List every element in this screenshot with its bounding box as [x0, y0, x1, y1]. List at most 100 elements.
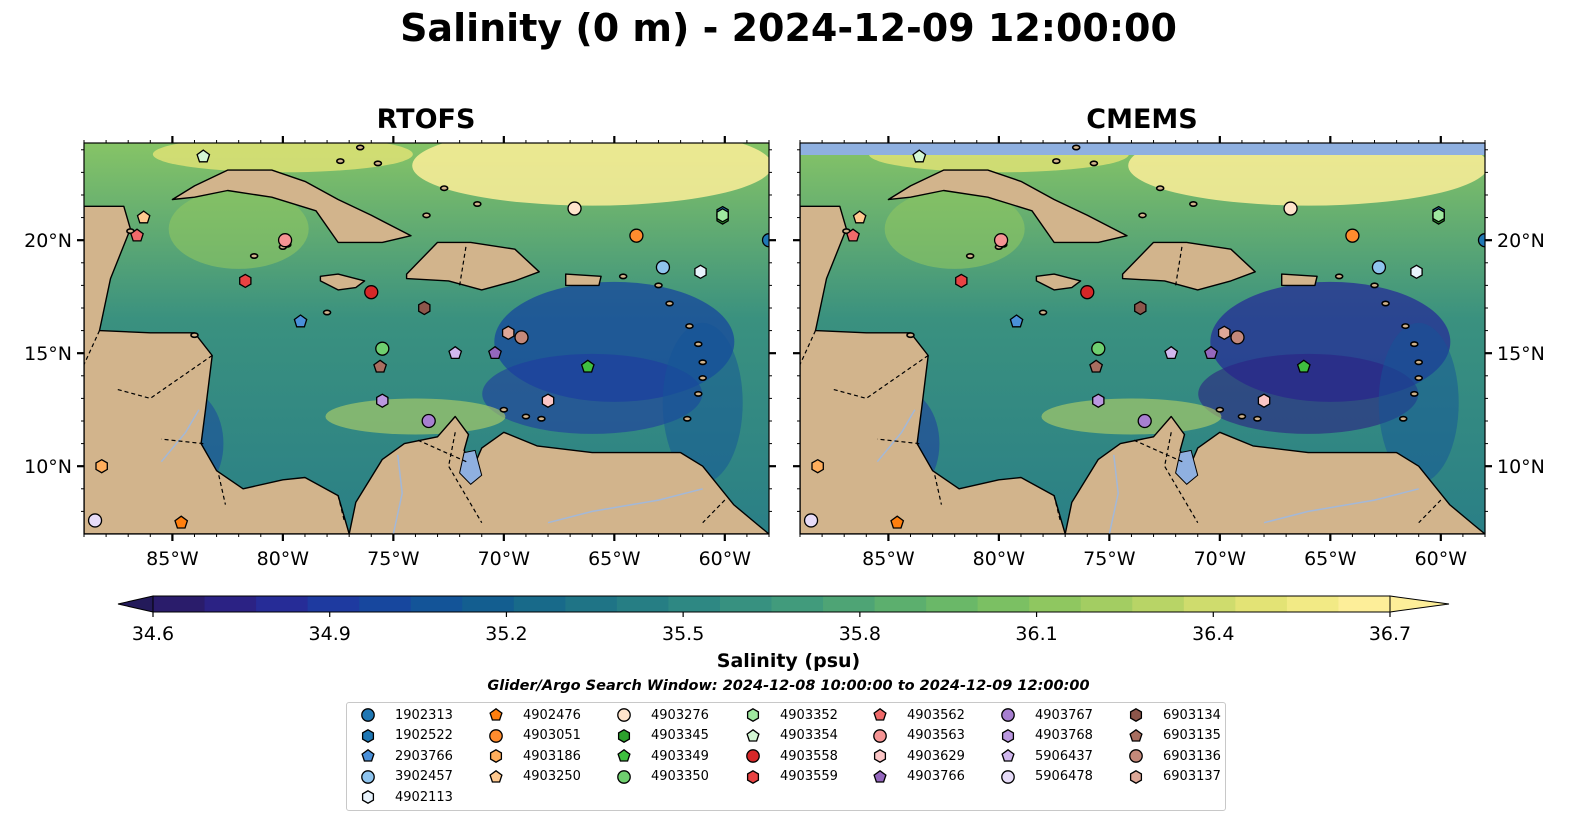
- observation-4903349: [1296, 359, 1311, 373]
- island: [698, 359, 708, 366]
- legend-marker-4903767: [1001, 708, 1015, 722]
- island: [537, 415, 546, 422]
- observation-3902457: [655, 260, 671, 275]
- country-border: [1053, 495, 1062, 523]
- lon-tick-label: 85°W: [862, 548, 915, 570]
- island: [1381, 300, 1390, 307]
- maps-area: 85°W 80°W 75°W 70°W 65°W 60°W 10°N 15°N 20°N 85°…: [24, 136, 1545, 570]
- island: [473, 201, 482, 208]
- land-cuba: [171, 169, 412, 244]
- legend-marker-1902313: [361, 708, 375, 722]
- legend-marker-5906437: [1001, 749, 1015, 762]
- legend-marker-4903250: [489, 769, 503, 783]
- legend-marker-4902113: [361, 790, 375, 805]
- pentagon-marker-icon: [873, 769, 887, 783]
- island: [1089, 160, 1099, 167]
- legend-label: 4903563: [907, 728, 965, 744]
- legend-item-4903629: 4903629: [871, 746, 965, 766]
- island: [693, 341, 703, 348]
- legend-item-4903250: 4903250: [487, 767, 581, 787]
- observation-4902113: [1410, 264, 1423, 280]
- observation-4903051: [1345, 228, 1360, 243]
- legend-label: 6903137: [1163, 769, 1221, 785]
- colorbar-tick-label: 35.8: [839, 623, 881, 645]
- island: [1409, 341, 1419, 348]
- legend-item-1902313: 1902313: [359, 705, 453, 725]
- legend-marker-3902457: [361, 769, 375, 784]
- country-border: [1131, 438, 1183, 463]
- observation-4903276: [567, 201, 582, 216]
- legend-marker-6903135: [1129, 728, 1143, 742]
- legend-item-2903766: 2903766: [359, 746, 453, 766]
- map-frame: [799, 142, 1486, 535]
- circle-marker-icon: [873, 728, 887, 743]
- lat-tick-label: 15°N: [1497, 343, 1545, 365]
- island: [1071, 144, 1081, 151]
- observation-4903562: [130, 228, 144, 242]
- hexagon-marker-icon: [361, 728, 375, 743]
- colorbar-bin: [359, 596, 412, 612]
- salinity-patch: [1128, 143, 1485, 206]
- legend-label: 5906437: [1035, 748, 1093, 764]
- legend-item-4903354: 4903354: [744, 726, 838, 746]
- colorbar-bin: [153, 596, 206, 612]
- island: [1253, 415, 1262, 422]
- legend-marker-4903629: [873, 749, 887, 764]
- legend-label: 3902457: [395, 769, 453, 785]
- land-south: [1064, 415, 1485, 534]
- circle-marker-icon: [1129, 749, 1143, 764]
- salinity-patch: [1378, 322, 1459, 483]
- map-frame: [83, 142, 770, 535]
- legend-item-4903558: 4903558: [744, 746, 838, 766]
- island: [422, 212, 431, 219]
- colorbar-bin: [823, 596, 876, 612]
- observation-3902457: [1371, 260, 1387, 275]
- colorbar-bin: [977, 596, 1030, 612]
- legend-item-1902522: 1902522: [359, 726, 453, 746]
- hexagon-marker-icon: [1129, 708, 1143, 722]
- figure-title: Salinity (0 m) - 2024-12-09 12:00:00: [400, 6, 1177, 50]
- colorbar-bin: [1029, 596, 1082, 612]
- colorbar-bin: [1132, 596, 1185, 612]
- colorbar-bin: [1183, 596, 1236, 612]
- legend-marker-6903134: [1129, 708, 1143, 722]
- island: [1155, 185, 1165, 192]
- observation-4903563: [277, 233, 293, 248]
- colorbar-bin: [1080, 596, 1133, 612]
- land-jamaica: [1035, 273, 1082, 291]
- island: [1414, 375, 1424, 382]
- legend-item-5906478: 5906478: [999, 767, 1093, 787]
- lon-tick-label: 70°W: [1194, 548, 1247, 570]
- legend-item-4903350: 4903350: [615, 767, 709, 787]
- pentagon-marker-icon: [1001, 749, 1015, 762]
- colorbar-tick-label: 35.2: [485, 623, 527, 645]
- river: [547, 488, 703, 524]
- lon-tick-label: 80°W: [257, 548, 310, 570]
- observation-4903766: [1204, 345, 1218, 360]
- colorbar-bin: [204, 596, 257, 612]
- panel-title-cmems: CMEMS: [1086, 104, 1198, 135]
- country-border: [832, 354, 929, 400]
- salinity-patch: [1041, 398, 1222, 435]
- legend-label: 2903766: [395, 748, 453, 764]
- salinity-patch: [168, 188, 309, 269]
- pentagon-marker-icon: [746, 728, 760, 742]
- observation-2903766: [1009, 314, 1024, 328]
- observation-4903276: [1283, 201, 1298, 216]
- pentagon-marker-icon: [1129, 728, 1143, 742]
- legend-label: 6903136: [1163, 748, 1221, 764]
- observation-6903137: [1217, 325, 1231, 341]
- salinity-patch: [412, 143, 769, 206]
- legend-marker-4903051: [489, 728, 503, 743]
- search-window-caption: Glider/Argo Search Window: 2024-12-08 10…: [487, 678, 1090, 694]
- island: [1038, 309, 1048, 316]
- observation-6903136: [1230, 330, 1245, 345]
- island: [190, 332, 199, 339]
- lon-tick-label: 70°W: [478, 548, 531, 570]
- legend-item-4903559: 4903559: [744, 767, 838, 787]
- island: [698, 375, 708, 382]
- legend-item-4903051: 4903051: [487, 726, 581, 746]
- legend-label: 1902313: [395, 707, 453, 723]
- island: [336, 158, 345, 165]
- land-central: [800, 205, 1066, 534]
